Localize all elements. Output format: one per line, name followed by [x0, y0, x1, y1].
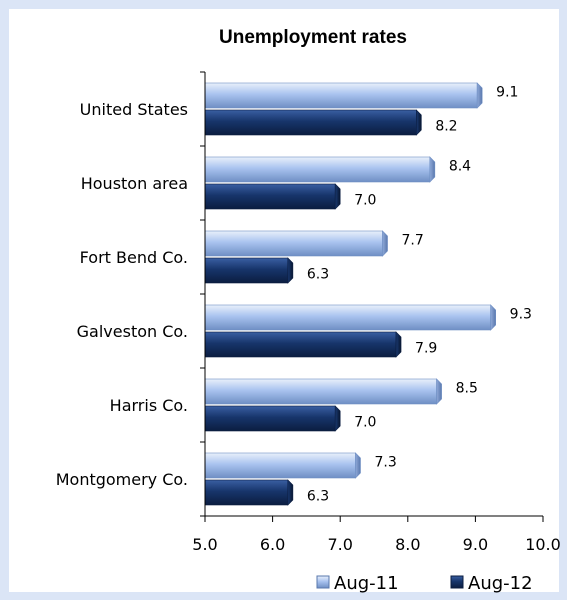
data-label-houston-area-aug-11: 8.4	[449, 159, 471, 175]
x-tick-label-9-0: 9.0	[463, 535, 488, 554]
bar-end-cap	[395, 331, 402, 358]
chart-title: Unemployment rates	[219, 27, 407, 48]
legend-label-aug-11: Aug-11	[334, 573, 399, 594]
bar-harris-co-aug-12	[204, 405, 341, 432]
bar-end-cap	[416, 109, 422, 136]
category-label-galveston-co: Galveston Co.	[77, 322, 188, 341]
bar-face	[204, 109, 417, 136]
data-label-harris-co-aug-11: 8.5	[456, 381, 478, 397]
bar-face	[204, 257, 289, 284]
x-tick-label-10-0: 10.0	[525, 535, 561, 554]
legend-swatch-aug-11	[316, 575, 330, 589]
bar-montgomery-co-aug-11	[204, 452, 361, 479]
category-label-houston-area: Houston area	[81, 174, 188, 193]
data-label-montgomery-co-aug-11: 7.3	[374, 455, 396, 471]
bar-united-states-aug-11	[204, 82, 483, 109]
bar-face	[204, 156, 431, 183]
legend-label-aug-12: Aug-12	[468, 573, 533, 594]
category-label-harris-co: Harris Co.	[110, 396, 188, 415]
bar-end-cap	[429, 156, 436, 183]
bar-face	[204, 452, 356, 479]
bar-face	[204, 405, 336, 432]
bar-face	[204, 230, 383, 257]
bar-houston-area-aug-12	[204, 183, 341, 210]
bar-united-states-aug-12	[204, 109, 422, 136]
bar-end-cap	[334, 405, 341, 432]
bar-galveston-co-aug-11	[204, 304, 496, 331]
bar-harris-co-aug-11	[204, 378, 442, 405]
bar-fort-bend-co-aug-11	[204, 230, 388, 257]
bar-face	[204, 479, 289, 506]
category-label-fort-bend-co: Fort Bend Co.	[80, 248, 188, 267]
bar-face	[204, 183, 336, 210]
legend-swatch-aug-12	[450, 575, 464, 589]
data-label-houston-area-aug-12: 7.0	[354, 193, 376, 209]
data-label-montgomery-co-aug-12: 6.3	[307, 489, 329, 505]
bar-face	[204, 82, 478, 109]
bar-end-cap	[287, 479, 294, 506]
bar-end-cap	[476, 82, 483, 109]
category-label-united-states: United States	[80, 100, 188, 119]
bar-galveston-co-aug-12	[204, 331, 402, 358]
bar-end-cap	[287, 257, 294, 284]
data-label-united-states-aug-11: 9.1	[496, 85, 518, 101]
bar-face	[204, 378, 437, 405]
data-label-galveston-co-aug-11: 9.3	[510, 307, 532, 323]
x-tick-label-7-0: 7.0	[327, 535, 352, 554]
data-label-fort-bend-co-aug-12: 6.3	[307, 267, 329, 283]
bar-fort-bend-co-aug-12	[204, 257, 294, 284]
x-tick-label-8-0: 8.0	[395, 535, 420, 554]
data-label-galveston-co-aug-12: 7.9	[415, 341, 437, 357]
data-label-fort-bend-co-aug-11: 7.7	[402, 233, 424, 249]
bar-end-cap	[334, 183, 341, 210]
bar-end-cap	[355, 452, 361, 479]
bar-houston-area-aug-11	[204, 156, 436, 183]
legend: Aug-11 Aug-12	[316, 573, 533, 594]
bar-montgomery-co-aug-12	[204, 479, 294, 506]
category-label-montgomery-co: Montgomery Co.	[56, 470, 188, 489]
bar-end-cap	[490, 304, 496, 331]
bar-end-cap	[436, 378, 442, 405]
bar-end-cap	[382, 230, 388, 257]
data-label-harris-co-aug-12: 7.0	[354, 415, 376, 431]
bar-face	[204, 304, 491, 331]
x-tick-label-6-0: 6.0	[260, 535, 285, 554]
x-tick-label-5-0: 5.0	[192, 535, 217, 554]
bar-face	[204, 331, 397, 358]
data-label-united-states-aug-12: 8.2	[435, 119, 457, 135]
